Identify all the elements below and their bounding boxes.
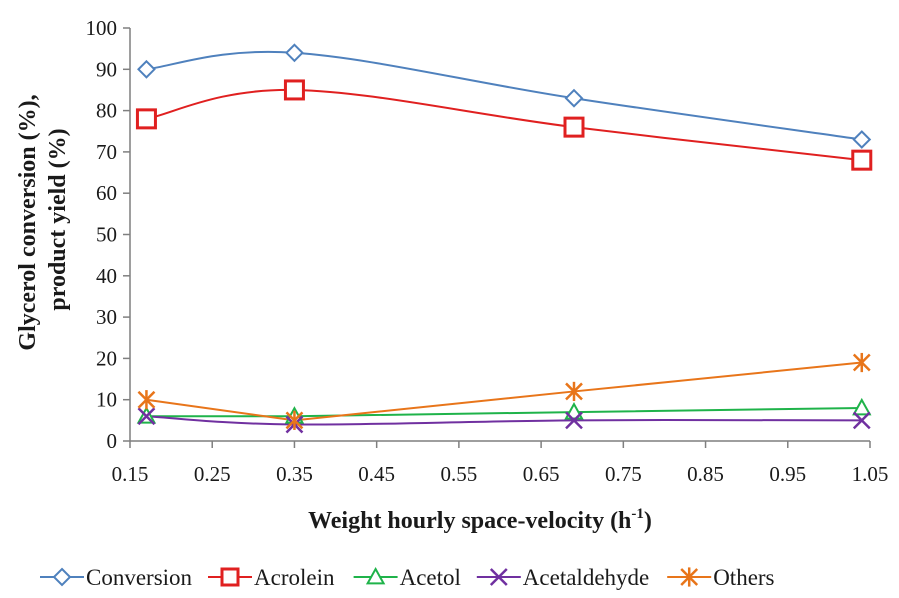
x-tick-label: 0.55: [441, 462, 478, 486]
data-point-acetaldehyde-stroke: [565, 411, 583, 430]
y-tick-label: 50: [96, 223, 117, 247]
data-point-conversion: [285, 43, 304, 63]
data-point-conversion: [564, 88, 584, 108]
data-point-acetaldehyde-stroke: [852, 411, 871, 430]
series-line-acrolein: [146, 88, 862, 162]
data-point-acetaldehyde: [137, 407, 156, 426]
x-tick-label: 0.25: [194, 462, 231, 486]
data-point-acetol: [852, 397, 872, 416]
legend-item-acetol: Acetol: [353, 565, 461, 590]
legend-marker-conversion: [52, 567, 72, 587]
x-tick-label: 0.45: [358, 462, 395, 486]
x-tick-label: 1.05: [852, 462, 889, 486]
data-point-conversion: [137, 59, 156, 79]
legend-label-conversion: Conversion: [86, 565, 193, 590]
series-line-acetol: [146, 406, 862, 418]
data-point-conversion: [852, 130, 872, 149]
data-point-acetaldehyde-stroke: [137, 407, 156, 426]
x-tick-label: 0.75: [605, 462, 642, 486]
legend-label-others: Others: [713, 565, 774, 590]
x-tick-label: 0.95: [769, 462, 806, 486]
legend-label-acetaldehyde: Acetaldehyde: [523, 565, 649, 590]
series-markers: [135, 43, 873, 434]
y-tick-label: 100: [86, 16, 118, 40]
x-tick-label: 0.35: [276, 462, 313, 486]
y-tick-label: 70: [96, 140, 117, 164]
legend-marker-acrolein: [220, 567, 240, 587]
y-tick-label: 0: [107, 429, 118, 453]
series-line-conversion: [146, 50, 862, 141]
legend-label-acrolein: Acrolein: [254, 565, 335, 590]
legend-marker-acetaldehyde-stroke: [489, 568, 508, 586]
y-tick-label: 60: [96, 181, 117, 205]
legend-item-conversion: Conversion: [40, 565, 193, 590]
y-tick-label: 80: [96, 99, 117, 123]
x-axis-title-main: Weight hourly space-velocity (h: [308, 508, 631, 534]
x-tick-label: 0.85: [687, 462, 724, 486]
data-point-acrolein: [135, 108, 157, 130]
x-axis-title-close: ): [644, 508, 652, 534]
x-axis-title-superscript: -1: [631, 506, 644, 522]
legend-label-acetol: Acetol: [400, 565, 461, 590]
x-tick-label: 0.65: [523, 462, 560, 486]
x-tick-label: 0.15: [112, 462, 149, 486]
y-tick-label: 20: [96, 346, 117, 370]
series-line-others: [146, 361, 862, 422]
legend-marker-others: [680, 567, 699, 587]
legend-item-others: Others: [667, 565, 775, 590]
y-axis-title-line-1: Glycerol conversion (%),: [15, 94, 41, 350]
y-tick-label: 30: [96, 305, 117, 329]
y-tick-label: 10: [96, 388, 117, 412]
legend: Conversion Acrolein Acetol Acetaldehyde Othe…: [40, 565, 775, 590]
y-axis-title-line-2: product yield (%): [45, 128, 71, 310]
data-point-acrolein: [283, 79, 305, 101]
series-lines: [146, 50, 862, 426]
legend-marker-acetaldehyde: [489, 568, 508, 586]
data-point-acrolein: [851, 149, 873, 171]
y-ticks: 0 10 20 30 40 50 60 70 80 90 100: [86, 16, 130, 453]
x-ticks: 0.15 0.25 0.35 0.45 0.55 0.65 0.75 0.85 0.95 1.05: [112, 441, 889, 486]
data-point-acetaldehyde: [852, 411, 871, 430]
data-point-others: [137, 390, 156, 410]
x-axis-title: Weight hourly space-velocity (h-1): [308, 506, 652, 534]
legend-item-acetaldehyde: Acetaldehyde: [476, 565, 649, 590]
data-point-others: [565, 381, 583, 402]
y-axis-title: Glycerol conversion (%), product yield (…: [15, 88, 71, 350]
data-point-acrolein: [563, 116, 585, 138]
series-line-acetaldehyde: [146, 415, 862, 426]
data-point-others: [285, 410, 304, 430]
data-point-others: [852, 352, 871, 373]
y-tick-label: 40: [96, 264, 117, 288]
y-tick-label: 90: [96, 57, 117, 81]
legend-marker-acetol: [365, 566, 386, 585]
legend-item-acrolein: Acrolein: [208, 565, 335, 590]
data-point-acetaldehyde: [565, 411, 583, 430]
